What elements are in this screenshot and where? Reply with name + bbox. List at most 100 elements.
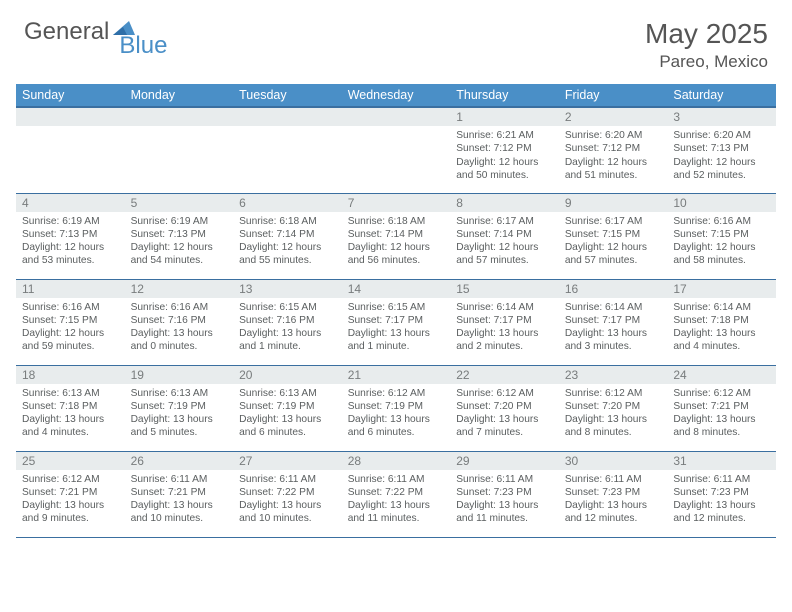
day-details: Sunrise: 6:11 AMSunset: 7:23 PMDaylight:…: [559, 470, 668, 528]
calendar-cell: 30Sunrise: 6:11 AMSunset: 7:23 PMDayligh…: [559, 451, 668, 537]
day-number: 17: [667, 280, 776, 298]
calendar-cell: 31Sunrise: 6:11 AMSunset: 7:23 PMDayligh…: [667, 451, 776, 537]
calendar-row: 1Sunrise: 6:21 AMSunset: 7:12 PMDaylight…: [16, 107, 776, 193]
calendar-cell: 14Sunrise: 6:15 AMSunset: 7:17 PMDayligh…: [342, 279, 451, 365]
day-details: Sunrise: 6:12 AMSunset: 7:19 PMDaylight:…: [342, 384, 451, 442]
calendar-cell: 7Sunrise: 6:18 AMSunset: 7:14 PMDaylight…: [342, 193, 451, 279]
title-location: Pareo, Mexico: [645, 52, 768, 72]
weekday-header: Thursday: [450, 84, 559, 107]
empty-day-num: [342, 108, 451, 126]
calendar-cell: [233, 107, 342, 193]
day-number: 10: [667, 194, 776, 212]
day-details: Sunrise: 6:16 AMSunset: 7:15 PMDaylight:…: [16, 298, 125, 356]
day-details: Sunrise: 6:11 AMSunset: 7:22 PMDaylight:…: [342, 470, 451, 528]
calendar-cell: 13Sunrise: 6:15 AMSunset: 7:16 PMDayligh…: [233, 279, 342, 365]
day-number: 8: [450, 194, 559, 212]
calendar-cell: 19Sunrise: 6:13 AMSunset: 7:19 PMDayligh…: [125, 365, 234, 451]
calendar-cell: 26Sunrise: 6:11 AMSunset: 7:21 PMDayligh…: [125, 451, 234, 537]
calendar-cell: 8Sunrise: 6:17 AMSunset: 7:14 PMDaylight…: [450, 193, 559, 279]
calendar-cell: 20Sunrise: 6:13 AMSunset: 7:19 PMDayligh…: [233, 365, 342, 451]
day-details: Sunrise: 6:17 AMSunset: 7:14 PMDaylight:…: [450, 212, 559, 270]
weekday-header: Wednesday: [342, 84, 451, 107]
calendar-cell: 4Sunrise: 6:19 AMSunset: 7:13 PMDaylight…: [16, 193, 125, 279]
empty-day-num: [233, 108, 342, 126]
day-details: Sunrise: 6:19 AMSunset: 7:13 PMDaylight:…: [125, 212, 234, 270]
day-details: Sunrise: 6:12 AMSunset: 7:21 PMDaylight:…: [667, 384, 776, 442]
day-number: 16: [559, 280, 668, 298]
day-number: 19: [125, 366, 234, 384]
day-details: Sunrise: 6:15 AMSunset: 7:16 PMDaylight:…: [233, 298, 342, 356]
day-number: 22: [450, 366, 559, 384]
day-details: Sunrise: 6:12 AMSunset: 7:20 PMDaylight:…: [559, 384, 668, 442]
calendar-cell: 12Sunrise: 6:16 AMSunset: 7:16 PMDayligh…: [125, 279, 234, 365]
day-details: Sunrise: 6:20 AMSunset: 7:12 PMDaylight:…: [559, 126, 668, 184]
calendar-table: SundayMondayTuesdayWednesdayThursdayFrid…: [16, 84, 776, 538]
day-number: 18: [16, 366, 125, 384]
day-number: 9: [559, 194, 668, 212]
day-number: 23: [559, 366, 668, 384]
calendar-cell: 15Sunrise: 6:14 AMSunset: 7:17 PMDayligh…: [450, 279, 559, 365]
calendar-cell: 9Sunrise: 6:17 AMSunset: 7:15 PMDaylight…: [559, 193, 668, 279]
calendar-cell: [342, 107, 451, 193]
calendar-cell: [125, 107, 234, 193]
day-number: 11: [16, 280, 125, 298]
calendar-cell: [16, 107, 125, 193]
calendar-cell: 22Sunrise: 6:12 AMSunset: 7:20 PMDayligh…: [450, 365, 559, 451]
weekday-header: Saturday: [667, 84, 776, 107]
weekday-header-row: SundayMondayTuesdayWednesdayThursdayFrid…: [16, 84, 776, 107]
day-details: Sunrise: 6:14 AMSunset: 7:18 PMDaylight:…: [667, 298, 776, 356]
day-details: Sunrise: 6:11 AMSunset: 7:23 PMDaylight:…: [667, 470, 776, 528]
day-number: 20: [233, 366, 342, 384]
logo: General Blue: [24, 18, 167, 46]
day-number: 2: [559, 108, 668, 126]
calendar-row: 18Sunrise: 6:13 AMSunset: 7:18 PMDayligh…: [16, 365, 776, 451]
day-number: 1: [450, 108, 559, 126]
day-details: Sunrise: 6:16 AMSunset: 7:15 PMDaylight:…: [667, 212, 776, 270]
day-details: Sunrise: 6:11 AMSunset: 7:23 PMDaylight:…: [450, 470, 559, 528]
day-number: 14: [342, 280, 451, 298]
day-number: 26: [125, 452, 234, 470]
calendar-cell: 17Sunrise: 6:14 AMSunset: 7:18 PMDayligh…: [667, 279, 776, 365]
logo-text-blue: Blue: [119, 32, 167, 60]
calendar-cell: 21Sunrise: 6:12 AMSunset: 7:19 PMDayligh…: [342, 365, 451, 451]
day-number: 31: [667, 452, 776, 470]
weekday-header: Friday: [559, 84, 668, 107]
day-details: Sunrise: 6:13 AMSunset: 7:19 PMDaylight:…: [233, 384, 342, 442]
day-details: Sunrise: 6:13 AMSunset: 7:19 PMDaylight:…: [125, 384, 234, 442]
calendar-cell: 16Sunrise: 6:14 AMSunset: 7:17 PMDayligh…: [559, 279, 668, 365]
weekday-header: Tuesday: [233, 84, 342, 107]
day-details: Sunrise: 6:17 AMSunset: 7:15 PMDaylight:…: [559, 212, 668, 270]
calendar-cell: 27Sunrise: 6:11 AMSunset: 7:22 PMDayligh…: [233, 451, 342, 537]
day-details: Sunrise: 6:20 AMSunset: 7:13 PMDaylight:…: [667, 126, 776, 184]
day-number: 21: [342, 366, 451, 384]
day-number: 5: [125, 194, 234, 212]
day-number: 29: [450, 452, 559, 470]
day-details: Sunrise: 6:18 AMSunset: 7:14 PMDaylight:…: [342, 212, 451, 270]
day-details: Sunrise: 6:21 AMSunset: 7:12 PMDaylight:…: [450, 126, 559, 184]
empty-day-num: [16, 108, 125, 126]
day-details: Sunrise: 6:19 AMSunset: 7:13 PMDaylight:…: [16, 212, 125, 270]
day-number: 12: [125, 280, 234, 298]
day-number: 7: [342, 194, 451, 212]
calendar-cell: 24Sunrise: 6:12 AMSunset: 7:21 PMDayligh…: [667, 365, 776, 451]
calendar-body: 1Sunrise: 6:21 AMSunset: 7:12 PMDaylight…: [16, 107, 776, 537]
day-details: Sunrise: 6:12 AMSunset: 7:20 PMDaylight:…: [450, 384, 559, 442]
day-details: Sunrise: 6:16 AMSunset: 7:16 PMDaylight:…: [125, 298, 234, 356]
day-details: Sunrise: 6:13 AMSunset: 7:18 PMDaylight:…: [16, 384, 125, 442]
calendar-row: 11Sunrise: 6:16 AMSunset: 7:15 PMDayligh…: [16, 279, 776, 365]
calendar-cell: 1Sunrise: 6:21 AMSunset: 7:12 PMDaylight…: [450, 107, 559, 193]
day-number: 25: [16, 452, 125, 470]
day-number: 28: [342, 452, 451, 470]
weekday-header: Sunday: [16, 84, 125, 107]
calendar-cell: 29Sunrise: 6:11 AMSunset: 7:23 PMDayligh…: [450, 451, 559, 537]
day-details: Sunrise: 6:18 AMSunset: 7:14 PMDaylight:…: [233, 212, 342, 270]
day-details: Sunrise: 6:12 AMSunset: 7:21 PMDaylight:…: [16, 470, 125, 528]
calendar-cell: 6Sunrise: 6:18 AMSunset: 7:14 PMDaylight…: [233, 193, 342, 279]
empty-day-num: [125, 108, 234, 126]
day-details: Sunrise: 6:14 AMSunset: 7:17 PMDaylight:…: [450, 298, 559, 356]
calendar-cell: 11Sunrise: 6:16 AMSunset: 7:15 PMDayligh…: [16, 279, 125, 365]
header: General Blue May 2025 Pareo, Mexico: [0, 0, 792, 80]
calendar-cell: 18Sunrise: 6:13 AMSunset: 7:18 PMDayligh…: [16, 365, 125, 451]
day-details: Sunrise: 6:14 AMSunset: 7:17 PMDaylight:…: [559, 298, 668, 356]
day-number: 27: [233, 452, 342, 470]
